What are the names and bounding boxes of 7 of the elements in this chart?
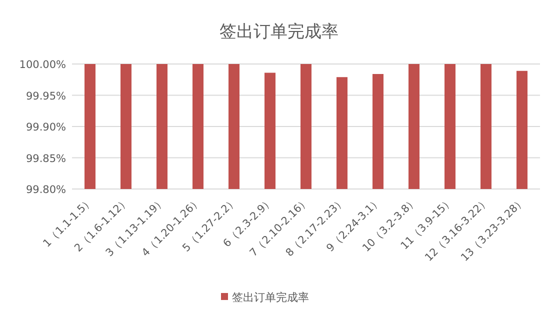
y-tick-label: 100.00% [19, 59, 66, 71]
legend-label: 签出订单完成率 [232, 291, 309, 304]
y-tick-label: 99.85% [26, 152, 66, 165]
chart-title: 签出订单完成率 [220, 22, 338, 42]
y-tick-label: 99.95% [26, 90, 66, 102]
y-tick-label: 99.80% [26, 184, 66, 196]
y-tick-label: 99.90% [26, 122, 66, 134]
